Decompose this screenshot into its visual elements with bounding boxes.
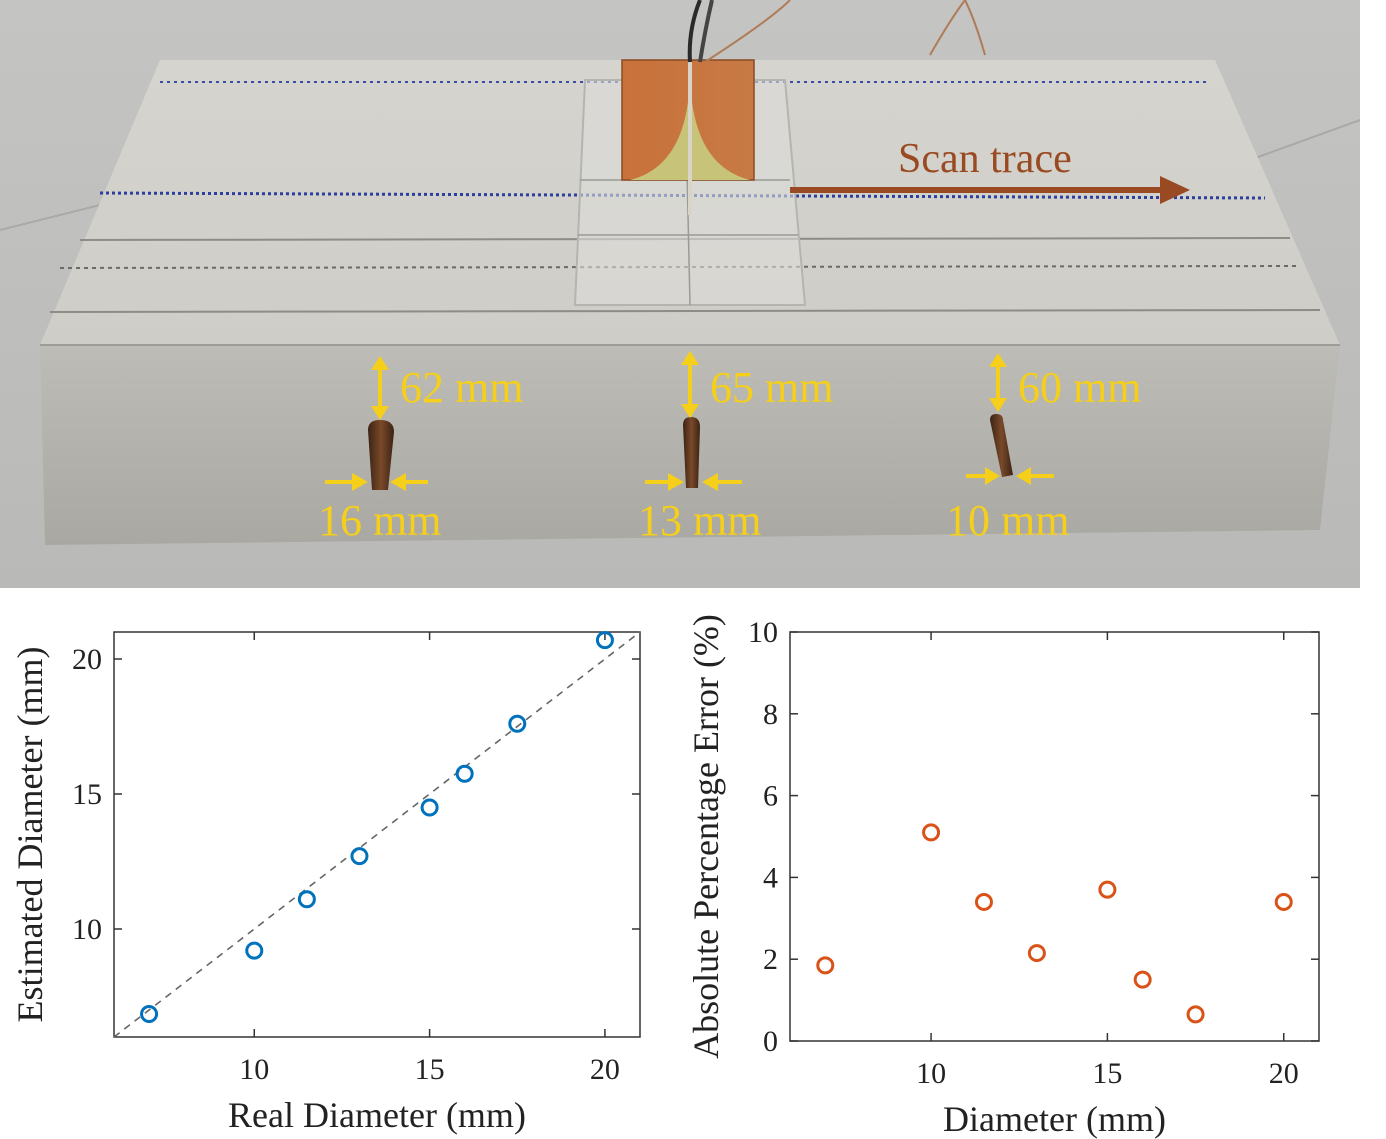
depth-arrow-head <box>989 353 1007 367</box>
cable <box>698 0 714 63</box>
cable <box>929 0 966 56</box>
depth-arrow-head <box>371 406 389 420</box>
y-tick-label: 20 <box>72 643 102 676</box>
estimated-diameter-chart: 10 15 20 10 15 20 Real Diameter (mm) Estimated … <box>10 631 641 1135</box>
data-point <box>922 823 941 842</box>
data-point <box>350 847 369 866</box>
data-point <box>1098 880 1117 899</box>
x-tick-label: 15 <box>1092 1057 1122 1090</box>
width-arrow-head <box>390 473 406 491</box>
diameter-label-1: 16 mm <box>318 496 441 545</box>
rebar-group-1: 62 mm 16 mm <box>318 356 523 545</box>
cable <box>964 0 986 56</box>
y-tick-label: 4 <box>763 861 778 894</box>
rebar-1 <box>368 420 394 490</box>
scan-arrow-head <box>1160 176 1190 204</box>
data-point <box>1186 1005 1205 1024</box>
cable <box>687 0 702 63</box>
reference-line <box>113 631 641 1038</box>
depth-arrow-head <box>371 356 389 370</box>
rebar-2 <box>683 417 700 488</box>
rebar-3 <box>990 414 1013 477</box>
diameter-label-3: 10 mm <box>946 496 1069 545</box>
data-point <box>140 1005 159 1024</box>
y-tick-label: 2 <box>763 943 778 976</box>
width-arrow-head <box>668 473 684 491</box>
scan-label: Scan trace <box>898 136 1072 182</box>
depth-arrow-head <box>681 404 699 418</box>
y-tick-label: 10 <box>748 616 778 649</box>
data-point <box>455 764 474 783</box>
y-tick-label: 0 <box>763 1025 778 1058</box>
y-axis-label: Estimated Diameter (mm) <box>10 647 50 1023</box>
rebar-group-3: 60 mm 10 mm <box>946 353 1141 545</box>
data-point <box>245 941 264 960</box>
x-tick-label: 10 <box>916 1057 946 1090</box>
cable <box>704 0 791 63</box>
depth-label-3: 60 mm <box>1018 363 1141 412</box>
data-point <box>595 631 614 650</box>
percentage-error-chart: 10 15 20 0 2 4 6 8 10 Diameter (mm) Absolute Perce… <box>686 614 1320 1139</box>
x-axis-label: Diameter (mm) <box>943 1099 1166 1139</box>
diameter-label-2: 13 mm <box>638 496 761 545</box>
width-arrow-head <box>352 473 368 491</box>
depth-label-2: 65 mm <box>710 363 833 412</box>
width-arrow-head <box>1016 467 1031 485</box>
floor-seam <box>1249 119 1360 161</box>
data-point <box>1027 944 1046 963</box>
data-point <box>1274 892 1293 911</box>
y-axis-label: Absolute Percentage Error (%) <box>686 614 726 1059</box>
x-tick-label: 20 <box>590 1053 620 1086</box>
x-axis-label: Real Diameter (mm) <box>228 1095 526 1135</box>
x-tick-label: 15 <box>415 1053 445 1086</box>
depth-arrow-head <box>989 398 1007 412</box>
plot-frame <box>113 631 641 1038</box>
x-tick-label: 20 <box>1269 1057 1299 1090</box>
y-tick-label: 8 <box>763 698 778 731</box>
data-point <box>1133 970 1152 989</box>
width-arrow-head <box>702 473 718 491</box>
y-tick-label: 15 <box>72 778 102 811</box>
marking-line <box>59 265 1301 269</box>
depth-arrow-head <box>681 351 699 365</box>
plot-frame <box>789 631 1320 1042</box>
data-point <box>816 956 835 975</box>
x-tick-label: 10 <box>239 1053 269 1086</box>
data-point <box>297 890 316 909</box>
y-tick-label: 10 <box>72 913 102 946</box>
data-point <box>508 714 527 733</box>
depth-label-1: 62 mm <box>400 363 523 412</box>
width-arrow-head <box>985 467 1000 485</box>
marking-line <box>49 309 1321 313</box>
y-tick-label: 6 <box>763 780 778 813</box>
data-point <box>974 892 993 911</box>
data-point <box>420 798 439 817</box>
photo-panel: Scan trace 62 mm 16 mm 65 mm 13 mm 60 mm <box>0 0 1360 588</box>
rebar-group-2: 65 mm 13 mm <box>638 351 833 545</box>
